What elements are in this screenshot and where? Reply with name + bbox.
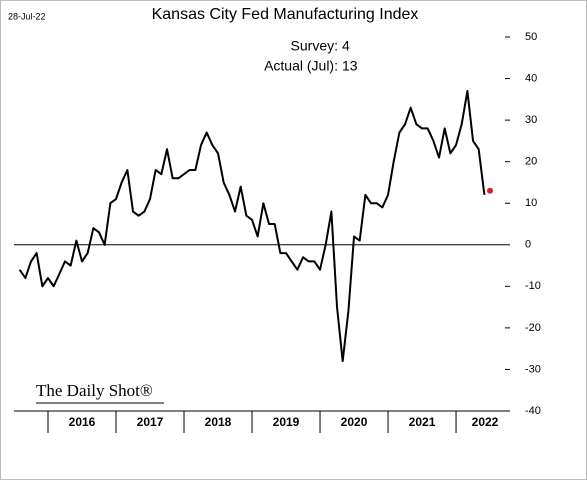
y-tick-label: -20 — [525, 322, 541, 334]
annotation-label: Survey: — [291, 38, 338, 54]
y-tick-label: -40 — [525, 405, 541, 417]
x-tick-label: 2020 — [341, 415, 368, 429]
annotation-label: Actual (Jul): — [264, 58, 338, 74]
y-tick-label: 50 — [525, 31, 537, 43]
y-tick-label: 30 — [525, 114, 537, 126]
x-tick-label: 2016 — [69, 415, 96, 429]
y-tick-label: 10 — [525, 197, 537, 209]
y-tick-label: -30 — [525, 363, 541, 375]
annotation-value: 13 — [342, 58, 358, 74]
annotation-value: 4 — [342, 38, 350, 54]
x-tick-label: 2017 — [137, 415, 164, 429]
x-tick-label: 2018 — [205, 415, 232, 429]
x-tick-label: 2019 — [273, 415, 300, 429]
y-tick-label: -10 — [525, 280, 541, 292]
y-tick-label: 0 — [525, 239, 531, 251]
latest-point — [487, 187, 494, 194]
x-tick-label: 2022 — [472, 415, 499, 429]
y-tick-label: 40 — [525, 72, 537, 84]
x-tick-label: 2021 — [409, 415, 436, 429]
chart-title: Kansas City Fed Manufacturing Index — [152, 6, 419, 23]
series-line — [18, 90, 486, 363]
date: 28-Jul-22 — [8, 11, 46, 21]
y-tick-label: 20 — [525, 156, 537, 168]
logo: The Daily Shot® — [36, 381, 153, 400]
